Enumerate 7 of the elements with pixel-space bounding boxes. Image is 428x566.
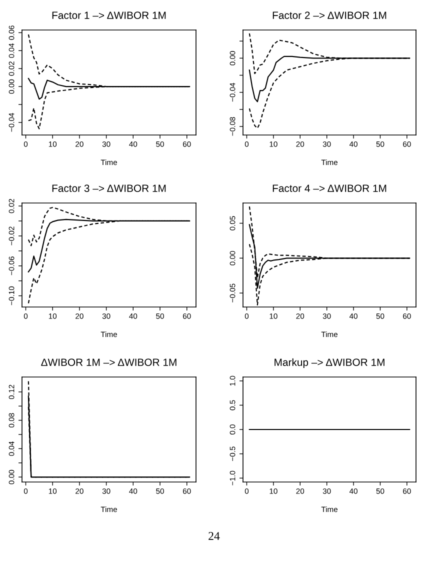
chart-title: Factor 4 –> ΔWIBOR 1M: [272, 184, 386, 192]
chart-title: Factor 3 –> ΔWIBOR 1M: [52, 184, 166, 192]
chart-title: Markup –> ΔWIBOR 1M: [274, 358, 384, 368]
chart-title: Factor 1 –> ΔWIBOR 1M: [52, 12, 166, 19]
chart-title: ΔWIBOR 1M –> ΔWIBOR 1M: [41, 358, 176, 366]
text: 24: [208, 532, 220, 540]
chart-title: Factor 2 –> ΔWIBOR 1M: [272, 12, 386, 19]
